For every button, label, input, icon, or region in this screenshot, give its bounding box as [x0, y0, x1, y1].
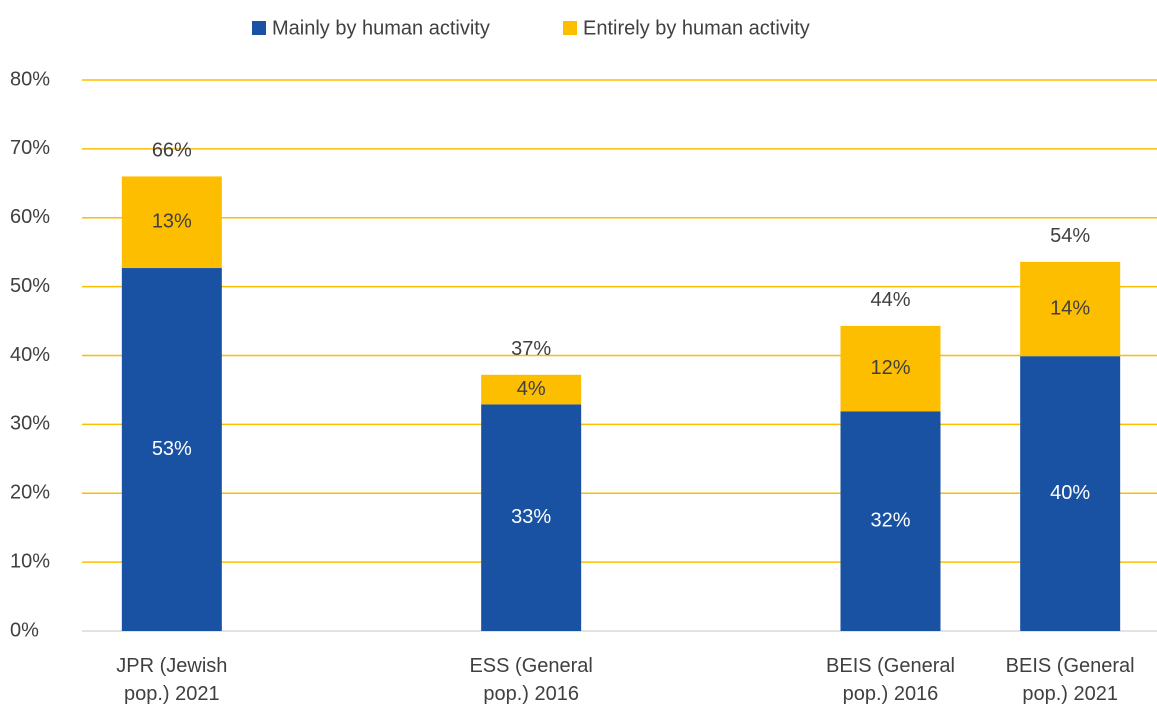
bar-segment	[1020, 261, 1121, 357]
legend-swatch	[252, 21, 266, 35]
bar-segment	[121, 268, 222, 631]
bar-segment	[1020, 356, 1121, 631]
y-tick-label: 50%	[10, 275, 50, 297]
y-tick-label: 30%	[10, 413, 50, 435]
data-label: 53%	[152, 438, 192, 460]
data-label: 4%	[517, 378, 546, 400]
total-label: 44%	[870, 289, 910, 311]
total-label: 54%	[1050, 225, 1090, 247]
y-tick-label: 80%	[10, 68, 50, 90]
x-tick-label: BEIS (General pop.) 2016	[826, 655, 955, 705]
data-label: 32%	[870, 509, 910, 531]
x-tick-label: ESS (General pop.) 2016	[469, 655, 593, 705]
data-label: 33%	[511, 506, 551, 528]
y-tick-label: 40%	[10, 344, 50, 366]
y-tick-label: 20%	[10, 482, 50, 504]
y-tick-label: 70%	[10, 137, 50, 159]
bar-segment	[121, 176, 222, 269]
legend-label: Entirely by human activity	[583, 17, 810, 39]
legend-label: Mainly by human activity	[272, 17, 490, 39]
bar-segment	[840, 411, 941, 631]
data-label: 13%	[152, 211, 192, 233]
data-label: 12%	[870, 357, 910, 379]
x-tick-label: BEIS (General pop.) 2021	[1005, 655, 1135, 705]
bar-segment	[840, 325, 941, 412]
total-label: 37%	[511, 338, 551, 360]
bar-segment	[481, 374, 582, 405]
data-label: 40%	[1050, 482, 1090, 504]
legend-swatch	[563, 21, 577, 35]
bar-segment	[481, 404, 582, 631]
x-tick-label: JPR (Jewish pop.) 2021	[116, 655, 228, 705]
y-tick-label: 10%	[10, 550, 50, 572]
data-label: 14%	[1050, 297, 1090, 319]
y-tick-label: 60%	[10, 206, 50, 228]
total-label: 66%	[152, 140, 192, 162]
y-tick-label: 0%	[10, 619, 39, 641]
